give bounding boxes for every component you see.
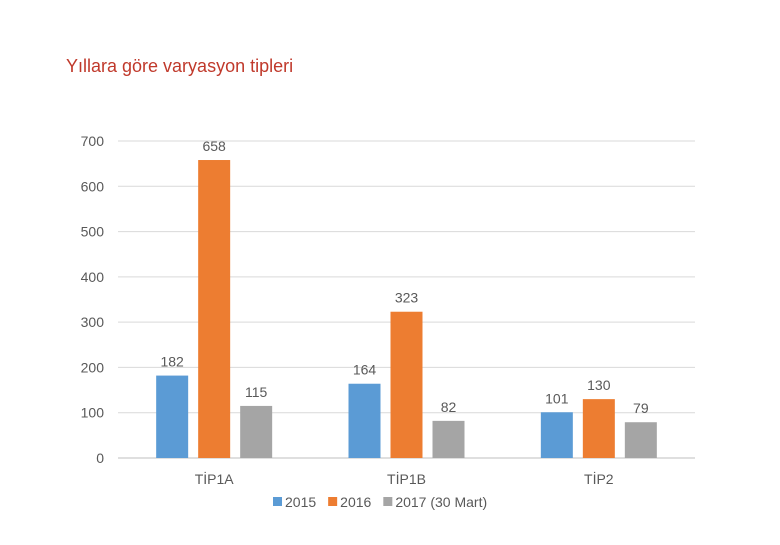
bar [624,422,657,458]
bar [432,420,465,458]
y-tick-label: 600 [81,178,105,194]
y-tick-label: 200 [81,359,105,375]
data-label: 182 [160,354,184,370]
legend-swatch [273,497,282,506]
data-label: 658 [202,138,226,154]
data-label: 115 [245,384,268,400]
category-label: TİP1B [387,470,426,487]
bar [540,412,573,458]
category-label: TİP1A [195,470,235,487]
data-label: 82 [441,399,457,415]
chart-title: Yıllara göre varyasyon tipleri [66,56,294,76]
category-label: TİP2 [584,470,614,487]
data-label: 101 [545,390,569,406]
legend-swatch [328,497,338,506]
data-label: 323 [395,290,419,306]
bar [198,160,231,458]
legend-swatch [383,497,393,506]
legend-label: 2017 (30 Mart) [395,494,487,510]
y-tick-label: 0 [96,450,104,466]
bar [156,375,189,458]
data-label: 79 [633,400,649,416]
bar [348,383,381,458]
bar [582,399,615,458]
y-tick-label: 100 [81,405,105,421]
y-tick-label: 300 [81,314,105,330]
data-label: 130 [587,377,611,393]
bar [240,405,273,458]
data-label: 164 [353,362,377,378]
y-tick-label: 500 [81,224,105,240]
legend-label: 2015 [285,494,316,510]
y-tick-label: 400 [81,269,105,285]
bar [390,311,423,458]
legend-label: 2016 [340,494,371,510]
y-tick-label: 700 [81,133,105,149]
